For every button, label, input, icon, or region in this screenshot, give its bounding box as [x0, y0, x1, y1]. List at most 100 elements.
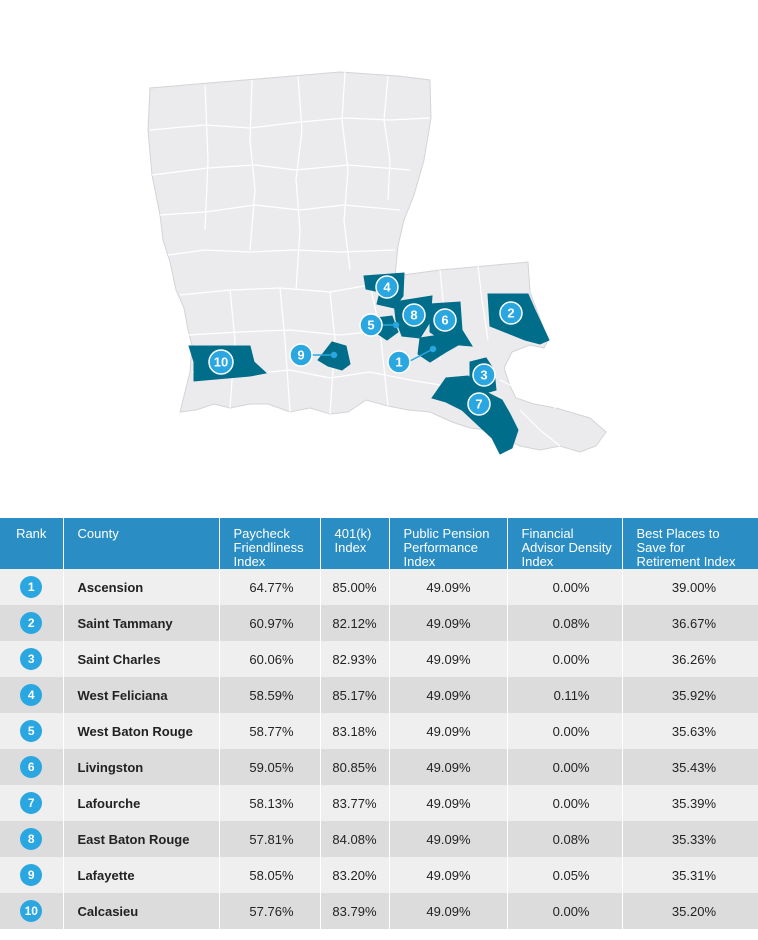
pension-cell: 49.09%: [389, 749, 508, 785]
svg-text:6: 6: [441, 313, 448, 328]
map-marker-8: 8: [402, 303, 426, 327]
svg-text:8: 8: [410, 308, 417, 323]
rank-cell: 9: [0, 857, 64, 893]
rank-badge: 1: [20, 576, 43, 598]
pension-cell: 49.09%: [389, 893, 508, 929]
paycheck-cell: 64.77%: [219, 569, 321, 605]
pension-cell: 49.09%: [389, 785, 508, 821]
k401-cell: 82.93%: [320, 641, 390, 677]
map-markers: 1 2 3 4 5 6 7 8 9 10: [208, 275, 523, 416]
advisor-cell: 0.11%: [507, 677, 623, 713]
map-marker-10: 10: [208, 349, 234, 375]
paycheck-cell: 58.13%: [219, 785, 321, 821]
table-row: 4 West Feliciana 58.59% 85.17% 49.09% 0.…: [0, 677, 758, 713]
map-marker-7: 7: [467, 392, 491, 416]
county-cell: Saint Charles: [63, 641, 220, 677]
rank-badge: 4: [20, 684, 43, 706]
rank-badge: 2: [20, 612, 43, 634]
paycheck-cell: 58.59%: [219, 677, 321, 713]
pension-cell: 49.09%: [389, 641, 508, 677]
map-marker-5: 5: [359, 313, 383, 337]
k401-cell: 83.20%: [320, 857, 390, 893]
table-row: 5 West Baton Rouge 58.77% 83.18% 49.09% …: [0, 713, 758, 749]
k401-cell: 80.85%: [320, 749, 390, 785]
header-best-places: Best Places to Save for Retirement Index: [622, 518, 758, 569]
best-places-cell: 35.43%: [622, 749, 758, 785]
paycheck-cell: 60.97%: [219, 605, 321, 641]
header-county: County: [63, 518, 220, 569]
county-cell: Lafourche: [63, 785, 220, 821]
state-outline: [147, 71, 607, 453]
map-marker-4: 4: [375, 275, 399, 299]
best-places-cell: 35.33%: [622, 821, 758, 857]
map-marker-3: 3: [472, 363, 496, 387]
louisiana-map: 1 2 3 4 5 6 7 8 9 10: [147, 71, 607, 455]
map-marker-6: 6: [433, 308, 457, 332]
header-paycheck: Paycheck Friendliness Index: [219, 518, 321, 569]
k401-cell: 85.00%: [320, 569, 390, 605]
rank-badge: 7: [20, 792, 43, 814]
map-svg: 1 2 3 4 5 6 7 8 9 10: [147, 71, 607, 455]
pension-cell: 49.09%: [389, 605, 508, 641]
paycheck-cell: 57.81%: [219, 821, 321, 857]
svg-text:7: 7: [475, 397, 482, 412]
advisor-cell: 0.00%: [507, 641, 623, 677]
map-marker-9: 9: [289, 343, 313, 367]
rank-badge: 5: [20, 720, 43, 742]
rank-cell: 7: [0, 785, 64, 821]
table-row: 6 Livingston 59.05% 80.85% 49.09% 0.00% …: [0, 749, 758, 785]
table-row: 8 East Baton Rouge 57.81% 84.08% 49.09% …: [0, 821, 758, 857]
rankings-table: Rank County Paycheck Friendliness Index …: [0, 518, 758, 929]
svg-text:10: 10: [214, 355, 228, 370]
county-cell: Ascension: [63, 569, 220, 605]
k401-cell: 82.12%: [320, 605, 390, 641]
rank-cell: 1: [0, 569, 64, 605]
pension-cell: 49.09%: [389, 857, 508, 893]
paycheck-cell: 58.05%: [219, 857, 321, 893]
header-401k: 401(k) Index: [320, 518, 390, 569]
best-places-cell: 39.00%: [622, 569, 758, 605]
rank-badge: 6: [20, 756, 43, 778]
k401-cell: 83.77%: [320, 785, 390, 821]
table-row: 2 Saint Tammany 60.97% 82.12% 49.09% 0.0…: [0, 605, 758, 641]
county-cell: Lafayette: [63, 857, 220, 893]
advisor-cell: 0.08%: [507, 821, 623, 857]
pension-cell: 49.09%: [389, 713, 508, 749]
rank-cell: 2: [0, 605, 64, 641]
rank-cell: 6: [0, 749, 64, 785]
pension-cell: 49.09%: [389, 569, 508, 605]
table-row: 1 Ascension 64.77% 85.00% 49.09% 0.00% 3…: [0, 569, 758, 605]
rank-badge: 3: [20, 648, 43, 670]
table-row: 7 Lafourche 58.13% 83.77% 49.09% 0.00% 3…: [0, 785, 758, 821]
table-header: Rank County Paycheck Friendliness Index …: [0, 518, 758, 569]
rank-cell: 8: [0, 821, 64, 857]
k401-cell: 85.17%: [320, 677, 390, 713]
map-marker-2: 2: [499, 301, 523, 325]
parish-ascension: [417, 333, 461, 363]
advisor-cell: 0.00%: [507, 569, 623, 605]
advisor-cell: 0.00%: [507, 749, 623, 785]
rank-cell: 10: [0, 893, 64, 929]
k401-cell: 84.08%: [320, 821, 390, 857]
best-places-cell: 35.31%: [622, 857, 758, 893]
county-cell: West Baton Rouge: [63, 713, 220, 749]
paycheck-cell: 59.05%: [219, 749, 321, 785]
svg-text:2: 2: [507, 306, 514, 321]
advisor-cell: 0.00%: [507, 713, 623, 749]
best-places-cell: 35.92%: [622, 677, 758, 713]
best-places-cell: 35.63%: [622, 713, 758, 749]
county-cell: East Baton Rouge: [63, 821, 220, 857]
advisor-cell: 0.08%: [507, 605, 623, 641]
rank-cell: 3: [0, 641, 64, 677]
advisor-cell: 0.00%: [507, 785, 623, 821]
pension-cell: 49.09%: [389, 677, 508, 713]
svg-text:5: 5: [367, 318, 374, 333]
advisor-cell: 0.05%: [507, 857, 623, 893]
pension-cell: 49.09%: [389, 821, 508, 857]
paycheck-cell: 60.06%: [219, 641, 321, 677]
county-cell: Saint Tammany: [63, 605, 220, 641]
rank-badge: 9: [20, 864, 43, 886]
best-places-cell: 35.39%: [622, 785, 758, 821]
table-row: 3 Saint Charles 60.06% 82.93% 49.09% 0.0…: [0, 641, 758, 677]
svg-text:4: 4: [383, 280, 391, 295]
